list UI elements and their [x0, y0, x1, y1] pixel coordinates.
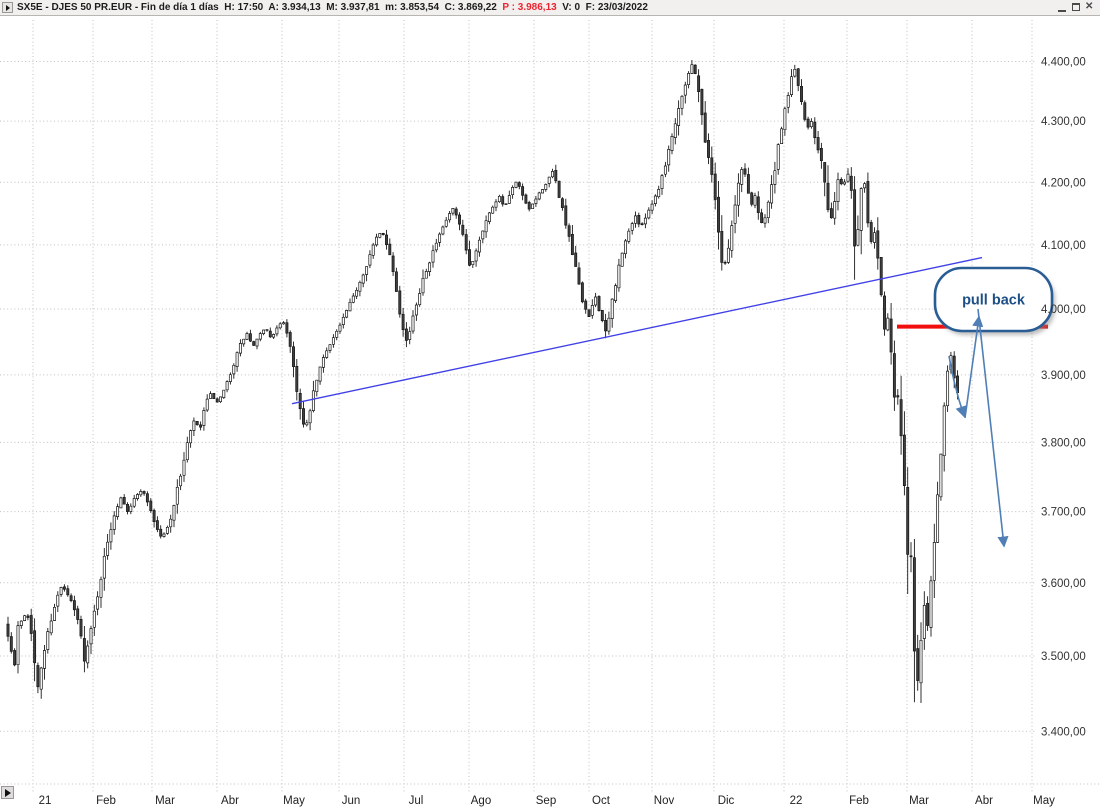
- x-tick-label: Ago: [471, 795, 491, 807]
- scroll-right-button[interactable]: [1, 786, 14, 799]
- x-tick-label: 21: [39, 795, 52, 807]
- y-tick-label: 3.600,00: [1041, 578, 1086, 590]
- right-arrow-icon: [4, 788, 11, 797]
- window-menu-icon[interactable]: [2, 2, 13, 13]
- x-tick-label: May: [283, 795, 305, 807]
- x-tick-label: Sep: [536, 795, 556, 807]
- trendline: [291, 256, 983, 405]
- title-last-price: P : 3.986,13: [502, 2, 557, 13]
- y-tick-label: 3.900,00: [1041, 370, 1086, 382]
- y-tick-label: 4.300,00: [1041, 116, 1086, 128]
- x-tick-label: May: [1033, 795, 1055, 807]
- y-tick-label: 3.700,00: [1041, 507, 1086, 519]
- x-tick-label: 22: [790, 795, 803, 807]
- play-arrow-icon: [5, 4, 10, 11]
- date-axis-labels: 21 Feb Mar Abr May Jun Jul Ago Sep Oct Nov Dic 22 Feb…: [39, 795, 1056, 807]
- minimize-button[interactable]: [1057, 3, 1068, 13]
- title-ohlc-text: SX5E - DJES 50 PR.EUR - Fin de día 1 día…: [17, 2, 503, 13]
- maximize-icon: [1072, 2, 1080, 11]
- y-tick-label: 4.000,00: [1041, 304, 1086, 316]
- x-tick-label: Nov: [654, 795, 675, 807]
- minimize-icon: [1058, 9, 1066, 12]
- x-tick-label: Feb: [849, 795, 869, 807]
- x-tick-label: Jul: [409, 795, 424, 807]
- pullback-label: pull back: [962, 293, 1026, 309]
- x-tick-label: Abr: [221, 795, 239, 807]
- x-tick-label: Mar: [155, 795, 175, 807]
- close-button[interactable]: ✕: [1085, 0, 1096, 13]
- pullback-callout: pull back: [933, 266, 1055, 335]
- annotation-arrows: [948, 308, 1009, 548]
- x-tick-label: Jun: [342, 795, 361, 807]
- y-tick-label: 4.400,00: [1041, 56, 1086, 68]
- y-tick-label: 4.200,00: [1041, 177, 1086, 189]
- x-tick-label: Oct: [592, 795, 611, 807]
- y-tick-label: 4.100,00: [1041, 240, 1086, 252]
- x-tick-label: Abr: [975, 795, 993, 807]
- candlestick-series: [6, 60, 959, 703]
- window-title: SX5E - DJES 50 PR.EUR - Fin de día 1 día…: [17, 0, 1057, 15]
- y-tick-label: 3.500,00: [1041, 651, 1086, 663]
- x-tick-label: Feb: [96, 795, 116, 807]
- price-axis-labels: 4.400,00 4.300,00 4.200,00 4.100,00 4.000,00…: [1041, 56, 1086, 738]
- title-date-text: V: 0 F: 23/03/2022: [556, 2, 648, 13]
- close-icon: ✕: [1085, 0, 1094, 12]
- maximize-button[interactable]: [1071, 2, 1082, 13]
- callout-box: [933, 266, 1054, 333]
- titlebar: SX5E - DJES 50 PR.EUR - Fin de día 1 día…: [0, 0, 1100, 16]
- x-tick-label: Dic: [718, 795, 735, 807]
- window-controls: ✕: [1057, 0, 1096, 13]
- gridlines: [0, 20, 1100, 792]
- x-tick-label: Mar: [909, 795, 929, 807]
- y-tick-label: 3.400,00: [1041, 726, 1086, 738]
- y-tick-label: 3.800,00: [1041, 437, 1086, 449]
